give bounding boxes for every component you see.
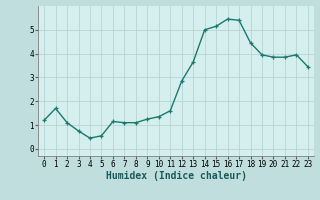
X-axis label: Humidex (Indice chaleur): Humidex (Indice chaleur): [106, 171, 246, 181]
